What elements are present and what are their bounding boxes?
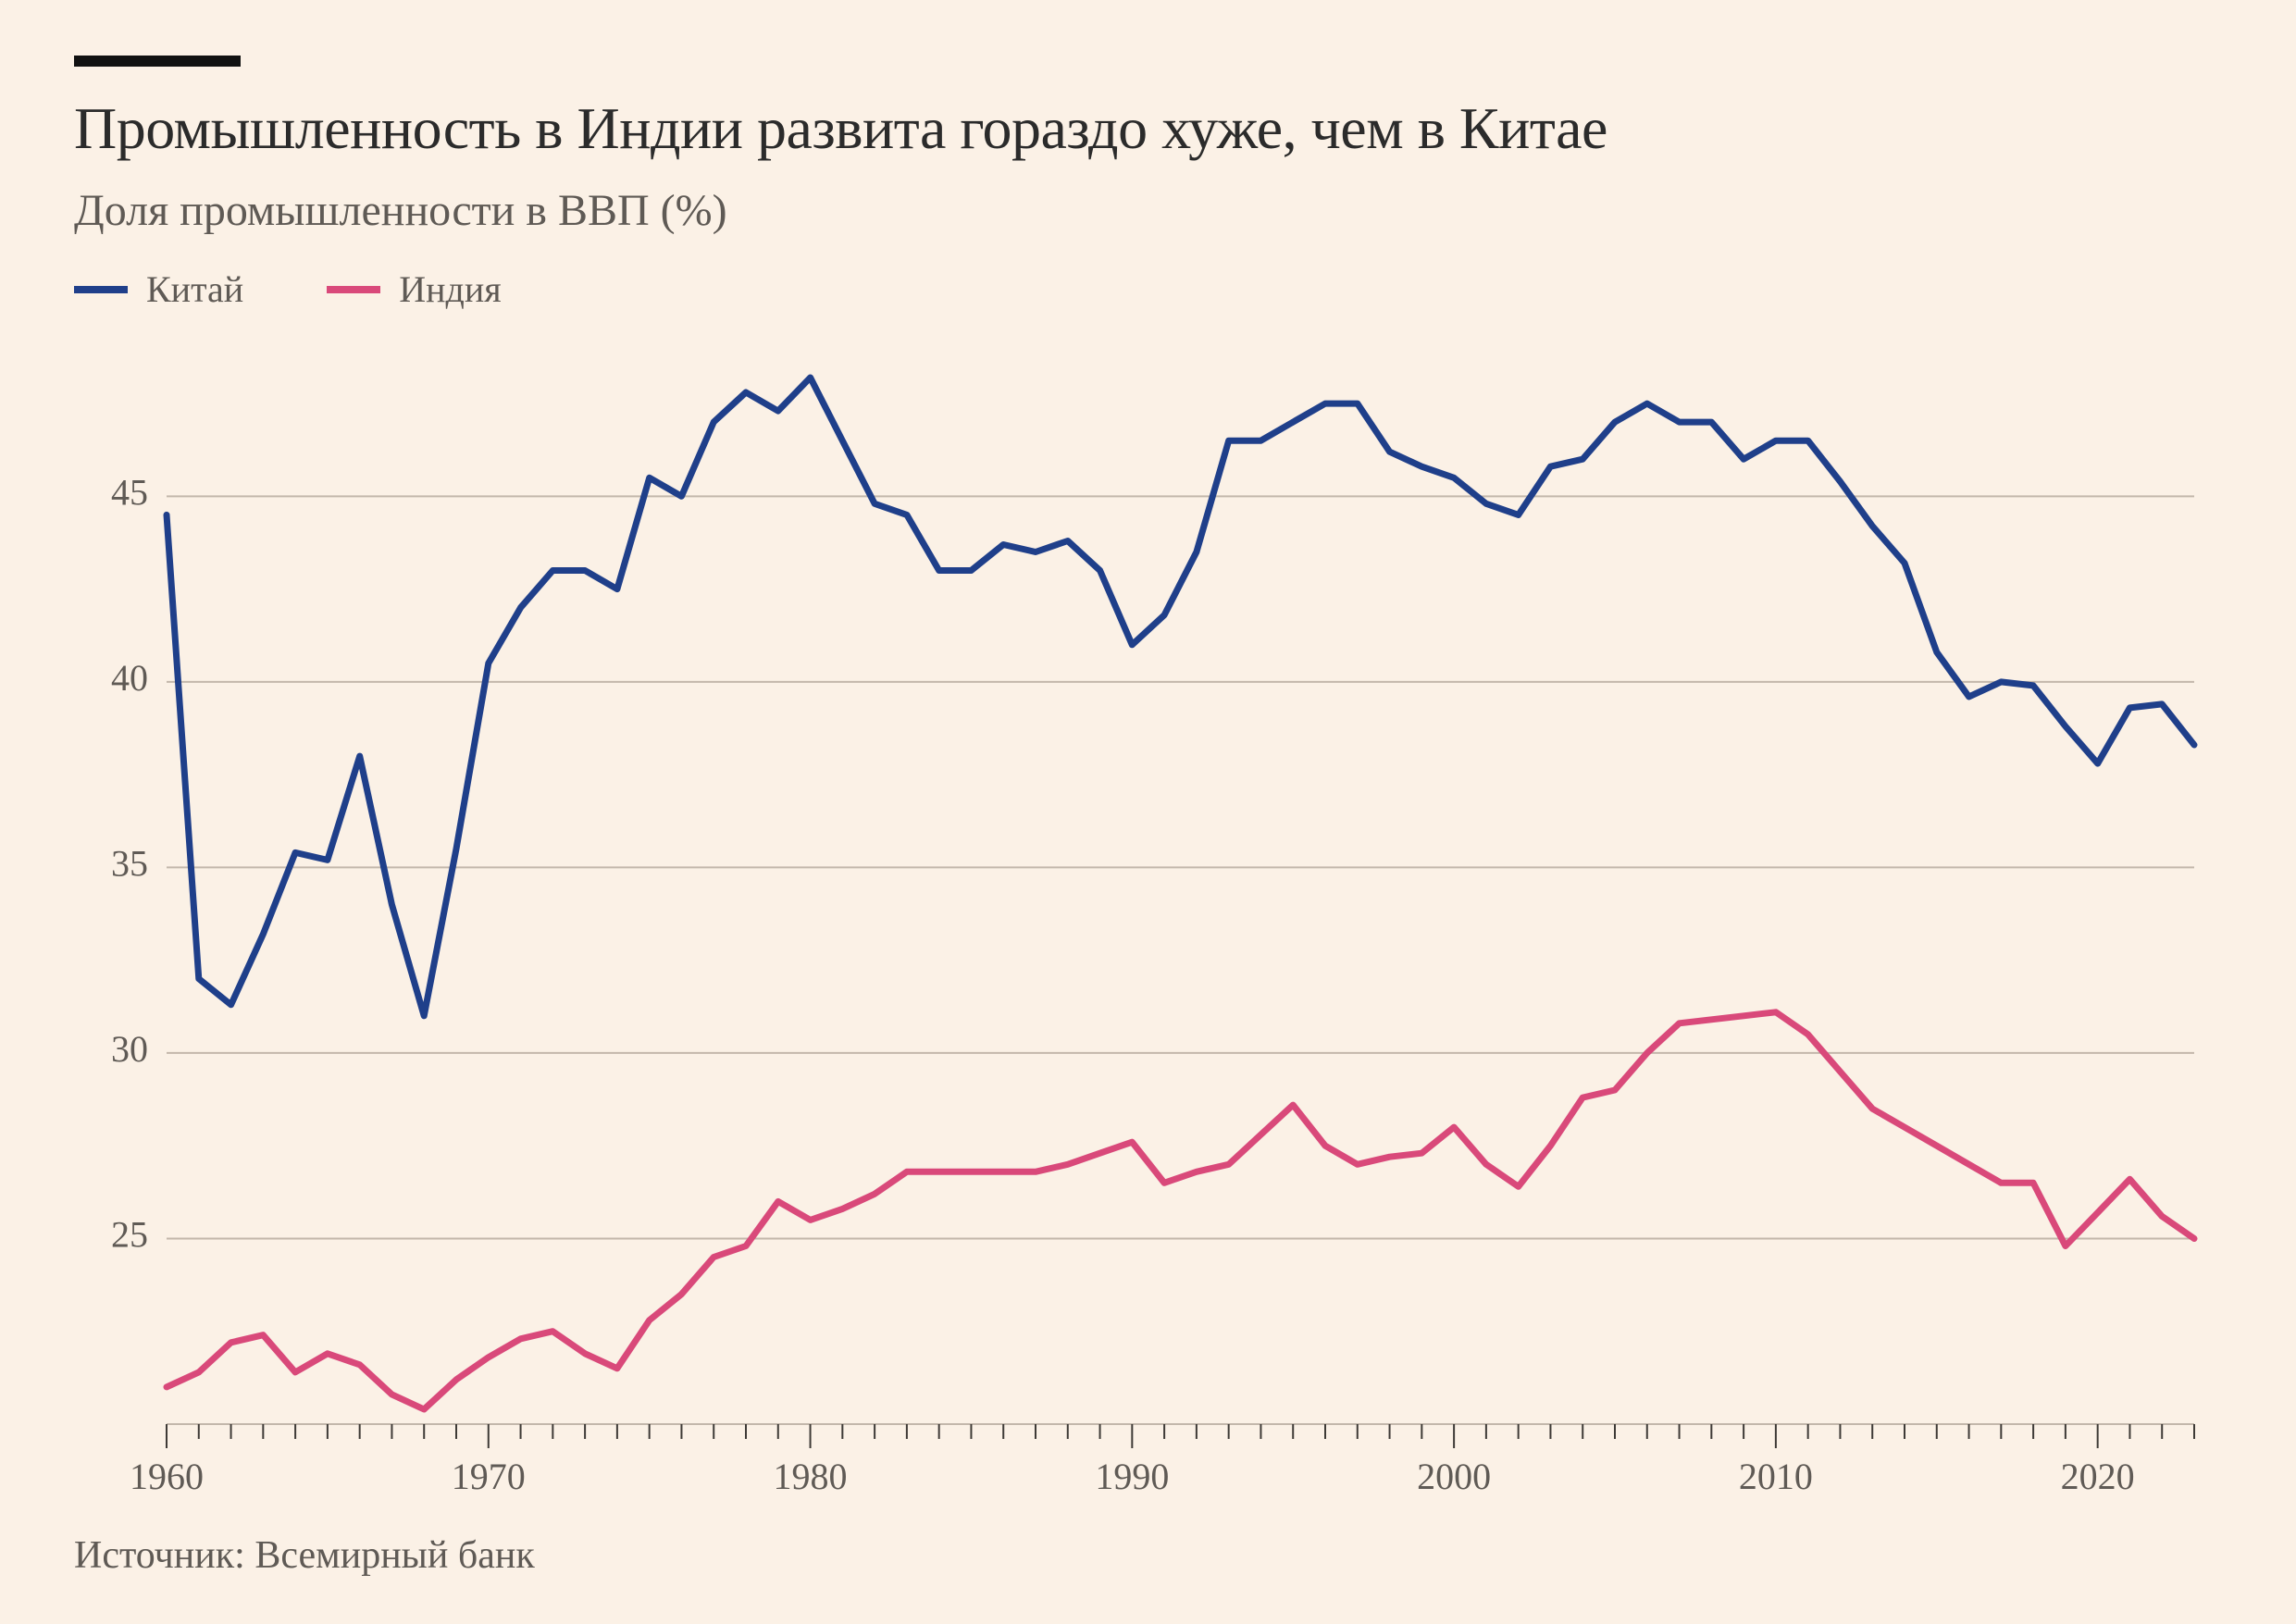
chart-source: Источник: Всемирный банк: [74, 1533, 2222, 1578]
svg-text:2010: 2010: [1739, 1456, 1813, 1497]
legend-label-india: Индия: [399, 267, 501, 311]
svg-text:30: 30: [111, 1028, 148, 1070]
svg-text:2000: 2000: [1417, 1456, 1491, 1497]
svg-text:35: 35: [111, 843, 148, 885]
legend: Китай Индия: [74, 267, 2222, 311]
svg-text:45: 45: [111, 471, 148, 513]
svg-text:1980: 1980: [774, 1456, 848, 1497]
legend-swatch-china: [74, 286, 128, 293]
svg-text:1990: 1990: [1095, 1456, 1169, 1497]
legend-label-china: Китай: [146, 267, 243, 311]
chart-svg: 25 30 35 40 45 1960 1970 1980 1990 2000 2010 2020: [74, 329, 2222, 1507]
legend-swatch-india: [327, 286, 380, 293]
chart-container: Промышленность в Индии развита гораздо х…: [0, 0, 2296, 1624]
legend-item-china: Китай: [74, 267, 243, 311]
chart-plot: 25 30 35 40 45 1960 1970 1980 1990 2000 2010 2020: [74, 329, 2222, 1507]
chart-title: Промышленность в Индии развита гораздо х…: [74, 94, 2222, 163]
chart-subtitle: Доля промышленности в ВВП (%): [74, 185, 2222, 236]
svg-text:1970: 1970: [452, 1456, 526, 1497]
svg-text:40: 40: [111, 657, 148, 699]
svg-text:1960: 1960: [130, 1456, 204, 1497]
svg-text:2020: 2020: [2061, 1456, 2135, 1497]
top-rule: [74, 56, 241, 67]
svg-text:25: 25: [111, 1214, 148, 1256]
legend-item-india: Индия: [327, 267, 501, 311]
